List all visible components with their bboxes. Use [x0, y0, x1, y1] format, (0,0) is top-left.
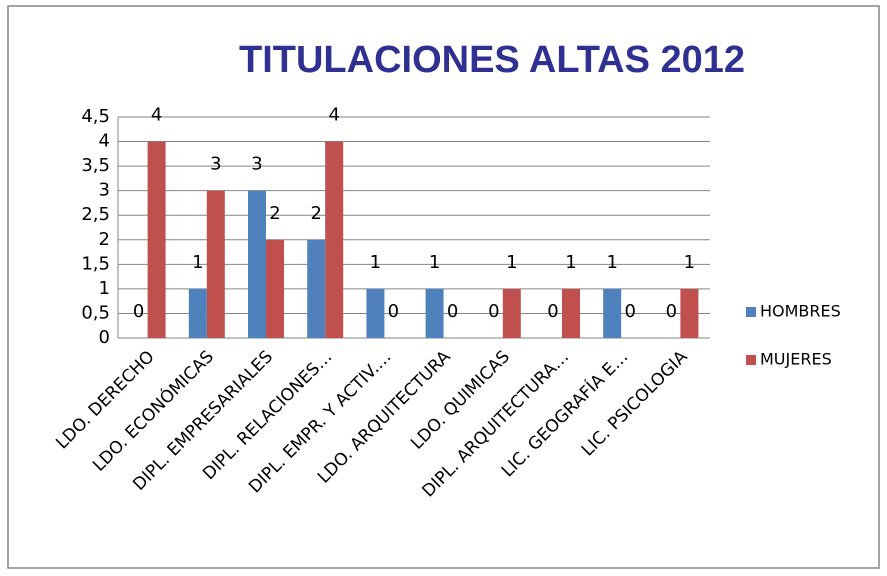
bar	[366, 288, 385, 338]
data-label: 0	[547, 301, 558, 322]
y-tick-label: 1,5	[81, 253, 110, 274]
legend-swatch	[746, 307, 756, 317]
bar	[266, 239, 284, 338]
bar	[248, 190, 266, 338]
y-tick-label: 3	[99, 180, 110, 201]
chart-title: TITULACIONES ALTAS 2012	[239, 39, 745, 81]
bar	[325, 141, 344, 338]
data-label: 0	[624, 301, 635, 322]
legend-label: MUJERES	[760, 350, 832, 369]
bar	[680, 288, 699, 338]
data-label: 4	[151, 105, 162, 126]
data-label: 1	[606, 252, 617, 273]
bar	[147, 141, 166, 338]
bar	[502, 288, 521, 338]
y-tick-label: 2,5	[81, 204, 110, 225]
data-label: 0	[133, 301, 144, 322]
data-label: 0	[388, 301, 399, 322]
data-label: 1	[684, 252, 695, 273]
legend-label: HOMBRES	[760, 302, 841, 321]
y-tick-label: 1	[99, 278, 110, 299]
y-tick-label: 4,5	[81, 106, 110, 127]
y-tick-label: 4	[99, 131, 110, 152]
bar	[188, 288, 207, 338]
data-label: 0	[666, 301, 677, 322]
data-label: 3	[251, 154, 262, 175]
data-label: 1	[506, 252, 517, 273]
bar	[307, 239, 326, 338]
data-label: 0	[488, 301, 499, 322]
data-label: 1	[429, 252, 440, 273]
y-tick-label: 0	[99, 327, 110, 348]
bar	[562, 288, 580, 338]
bar	[603, 288, 622, 338]
bar	[206, 190, 225, 338]
legend-swatch	[746, 355, 756, 365]
data-label: 1	[370, 252, 381, 273]
data-label: 0	[447, 301, 458, 322]
data-label: 1	[565, 252, 576, 273]
y-tick-label: 2	[99, 229, 110, 250]
data-label: 1	[192, 252, 203, 273]
y-tick-label: 3,5	[81, 155, 110, 176]
y-tick-label: 0,5	[81, 302, 110, 323]
data-label: 3	[210, 154, 221, 175]
data-label: 4	[328, 105, 339, 126]
data-label: 2	[310, 203, 321, 224]
data-label: 2	[269, 203, 280, 224]
bar	[425, 288, 444, 338]
